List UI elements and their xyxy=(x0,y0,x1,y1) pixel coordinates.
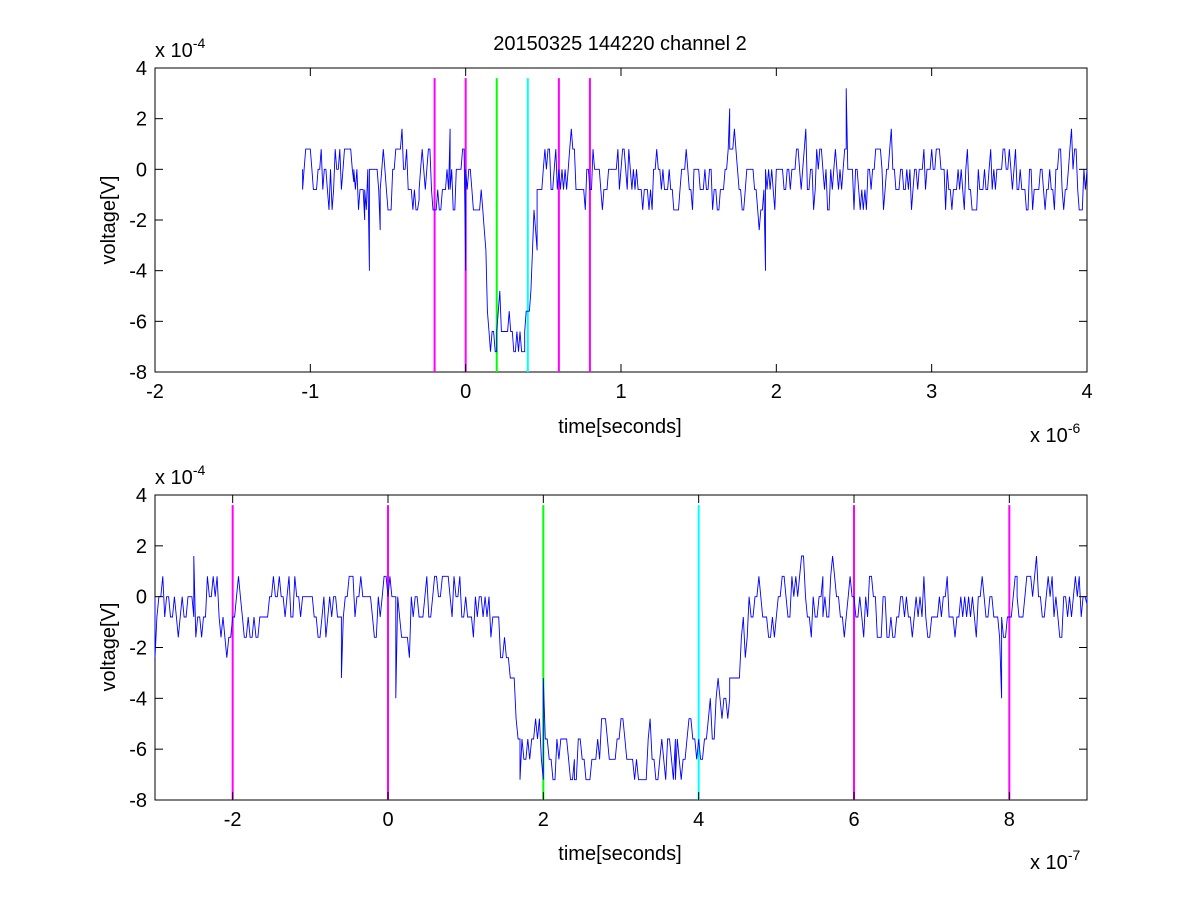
y-tick-label: -4 xyxy=(129,261,147,283)
y-tick-label: -6 xyxy=(129,311,147,333)
y-tick-labels: -8 -6 -4 -2 0 2 4 xyxy=(129,58,147,384)
y-tick-label: 4 xyxy=(136,58,147,80)
x-tick-label: 4 xyxy=(693,809,704,831)
series-layer xyxy=(302,88,1088,353)
x-tick-label: -2 xyxy=(224,809,242,831)
x-multiplier-base: x 10 xyxy=(1030,425,1068,447)
y-multiplier-base: x 10 xyxy=(155,467,193,489)
signal-trace xyxy=(302,88,1088,353)
plot-area-box xyxy=(154,67,1088,373)
y-tick-label: 0 xyxy=(136,159,147,181)
y-tick-label: 0 xyxy=(136,587,147,609)
x-tick-label: 2 xyxy=(771,381,782,403)
y-multiplier-exponent: -4 xyxy=(193,35,206,51)
plot-area-box xyxy=(154,494,1088,801)
y-tick-label: -2 xyxy=(129,638,147,660)
y-multiplier: x 10-4 xyxy=(155,35,205,62)
x-tick-label: -1 xyxy=(301,381,319,403)
x-multiplier-exponent: -6 xyxy=(1068,420,1081,436)
y-multiplier-exponent: -4 xyxy=(193,462,206,478)
y-tick-label: 2 xyxy=(136,536,147,558)
y-tick-label: -2 xyxy=(129,210,147,232)
y-tick-labels: -8 -6 -4 -2 0 2 4 xyxy=(129,485,147,812)
chart-title: 20150325 144220 channel 2 xyxy=(493,33,747,55)
y-tick-label: -8 xyxy=(129,790,147,812)
x-tick-label: 8 xyxy=(1004,809,1015,831)
tick-marks xyxy=(154,67,1088,373)
signal-trace xyxy=(154,555,1088,781)
y-tick-label: 2 xyxy=(136,109,147,131)
y-tick-label: 4 xyxy=(136,485,147,507)
x-tick-label: -2 xyxy=(146,381,164,403)
x-tick-labels: -2 0 2 4 6 8 xyxy=(224,809,1015,831)
x-multiplier-exponent: -7 xyxy=(1068,847,1081,863)
y-tick-label: -4 xyxy=(129,688,147,710)
x-multiplier: x 10-7 xyxy=(1030,847,1080,874)
y-tick-label: -6 xyxy=(129,739,147,761)
x-tick-label: 3 xyxy=(926,381,937,403)
x-tick-label: 2 xyxy=(538,809,549,831)
x-tick-label: 0 xyxy=(460,381,471,403)
x-axis-label: time[seconds] xyxy=(558,843,681,865)
tick-marks xyxy=(155,494,1087,801)
x-multiplier: x 10-6 xyxy=(1030,420,1080,447)
top-subplot: 20150325 144220 channel 2 x 10-4 -2 -1 0 1 2… xyxy=(98,33,1093,447)
y-multiplier-base: x 10 xyxy=(155,40,193,62)
x-tick-label: 0 xyxy=(382,809,393,831)
x-tick-label: 6 xyxy=(848,809,859,831)
x-tick-label: 4 xyxy=(1081,381,1092,403)
series-layer xyxy=(154,555,1088,781)
y-axis-label: voltage[V] xyxy=(98,603,120,692)
x-axis-label: time[seconds] xyxy=(558,416,681,438)
y-tick-label: -8 xyxy=(129,362,147,384)
y-multiplier: x 10-4 xyxy=(155,462,205,489)
x-tick-label: 1 xyxy=(615,381,626,403)
x-multiplier-base: x 10 xyxy=(1030,852,1068,874)
y-axis-label: voltage[V] xyxy=(98,176,120,265)
x-tick-labels: -2 -1 0 1 2 3 4 xyxy=(146,381,1092,403)
